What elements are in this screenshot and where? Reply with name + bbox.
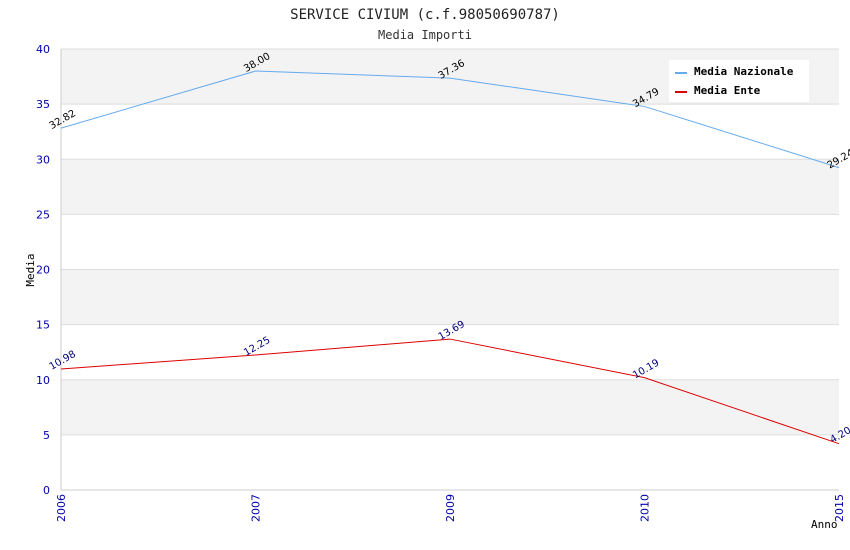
plot-band bbox=[61, 159, 839, 215]
y-tick-label: 25 bbox=[36, 208, 50, 221]
y-tick-label: 10 bbox=[36, 374, 50, 387]
legend-box bbox=[669, 60, 809, 102]
y-tick-label: 5 bbox=[43, 429, 50, 442]
x-tick-label: 2015 bbox=[833, 494, 846, 522]
legend-label-media-ente: Media Ente bbox=[694, 84, 761, 97]
plot-background-bands bbox=[61, 49, 839, 490]
y-tick-label: 20 bbox=[36, 264, 50, 277]
x-tick-label: 2006 bbox=[55, 494, 68, 522]
y-tick-label: 40 bbox=[36, 43, 50, 56]
legend: Media Nazionale Media Ente bbox=[669, 60, 809, 102]
x-tick-labels: 2006 2007 2009 2010 2015 bbox=[55, 494, 846, 522]
y-tick-label: 0 bbox=[43, 484, 50, 497]
y-tick-label: 30 bbox=[36, 153, 50, 166]
y-tick-labels: 0 5 10 15 20 25 30 35 40 bbox=[36, 43, 50, 497]
x-axis-title: Anno bbox=[811, 518, 838, 531]
x-tick-label: 2009 bbox=[444, 494, 457, 522]
y-tick-label: 15 bbox=[36, 319, 50, 332]
series-lines bbox=[60, 70, 840, 445]
plot-band bbox=[61, 324, 839, 380]
series-line-media-nazionale bbox=[60, 70, 840, 169]
plot-band bbox=[61, 214, 839, 270]
chart-subtitle: Media Importi bbox=[378, 28, 472, 42]
y-axis-title: Media bbox=[24, 253, 37, 286]
plot-band bbox=[61, 269, 839, 325]
x-tick-label: 2010 bbox=[639, 494, 652, 522]
chart-title: SERVICE CIVIUM (c.f.98050690787) bbox=[290, 7, 560, 23]
plot-band bbox=[61, 379, 839, 435]
x-tick-label: 2007 bbox=[250, 494, 263, 522]
legend-label-media-nazionale: Media Nazionale bbox=[694, 65, 794, 78]
y-tick-label: 35 bbox=[36, 98, 50, 111]
plot-band bbox=[61, 434, 839, 490]
plot-band bbox=[61, 104, 839, 160]
series-line-media-ente bbox=[60, 338, 840, 445]
